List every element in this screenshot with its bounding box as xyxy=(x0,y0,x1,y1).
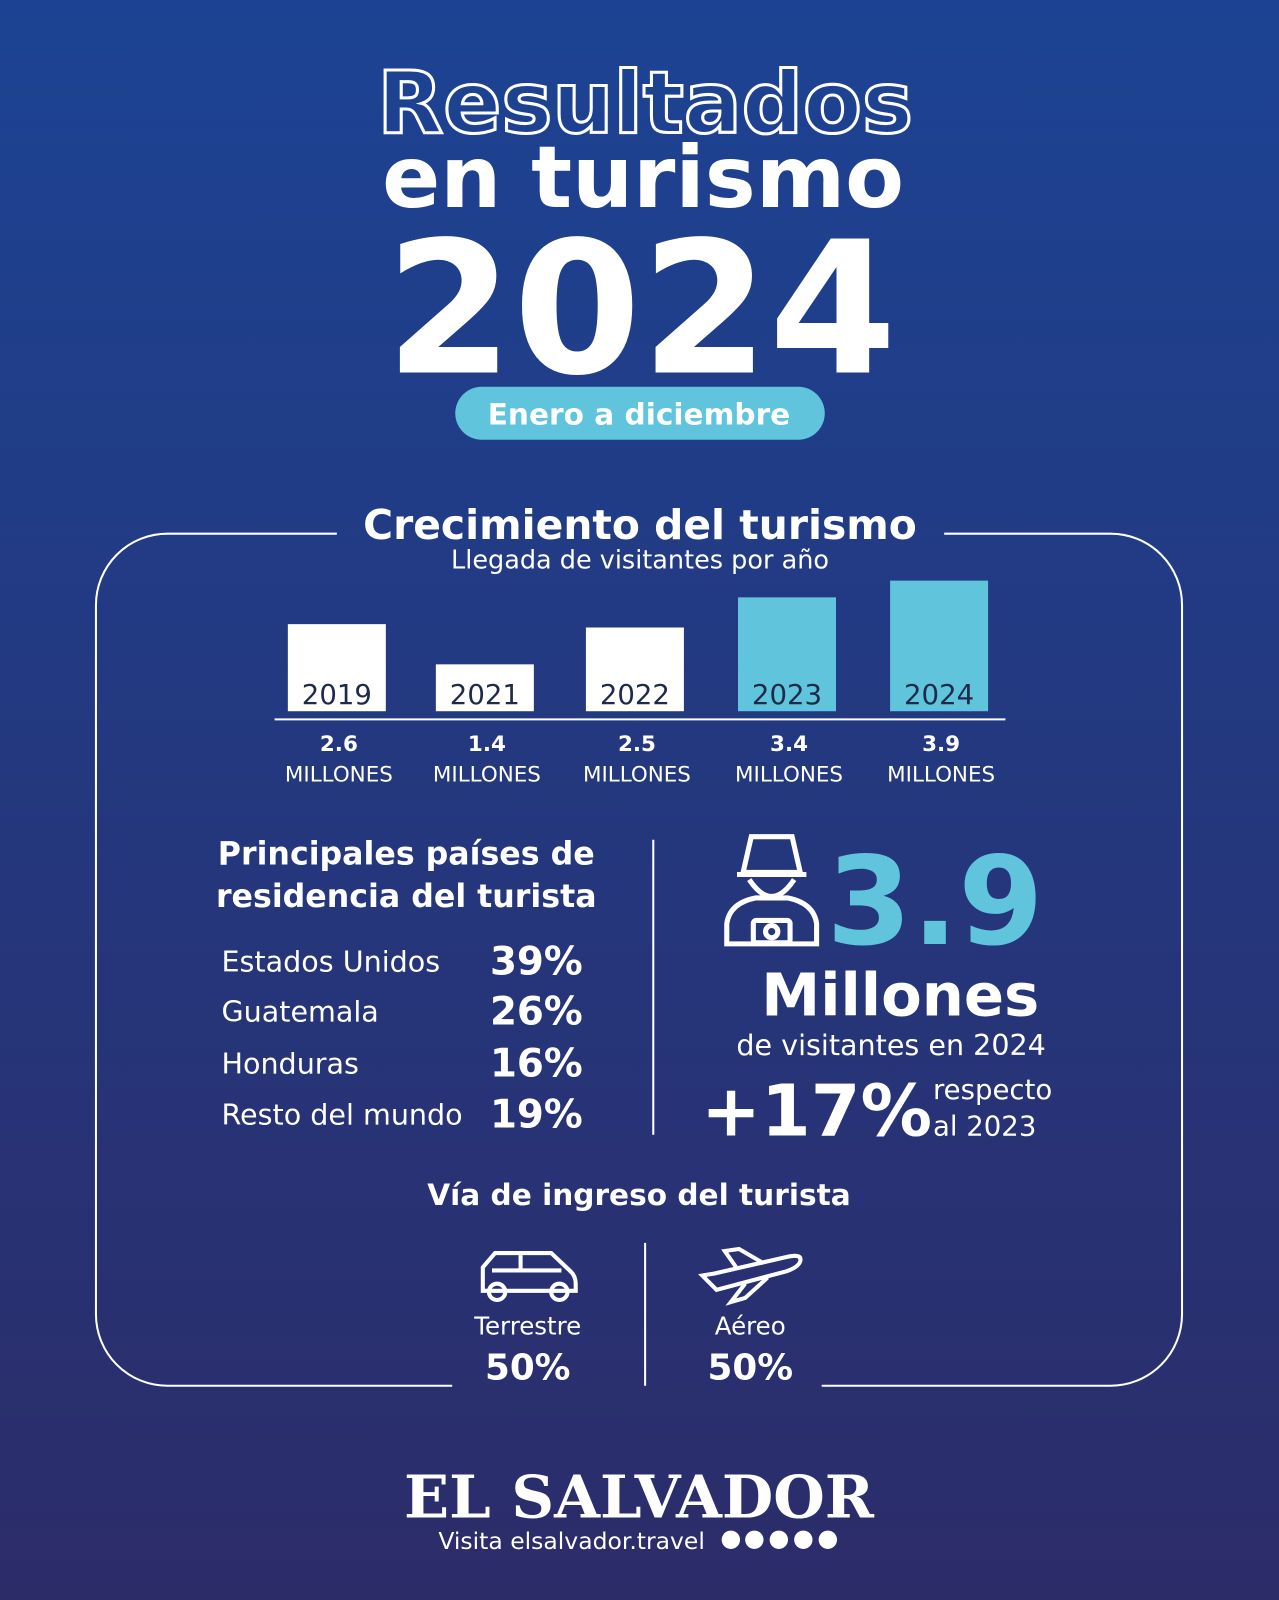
mode-share: 50% xyxy=(485,1348,571,1389)
country-share: 16% xyxy=(490,1042,583,1087)
bar xyxy=(585,627,684,712)
mode-share: 50% xyxy=(707,1348,793,1389)
bar-chart: 2019 2.6 MILLONES 2021 1.4 MILLONES 2022 2.5 MIL… xyxy=(285,580,995,788)
countries-list: Estados Unidos 39% Guatemala 26% Honduras 16%… xyxy=(222,939,583,1137)
title: en turismo xyxy=(382,128,904,228)
country-share: 19% xyxy=(490,1093,583,1138)
period: Enero a diciembre xyxy=(488,397,791,431)
car-icon xyxy=(480,1251,578,1303)
value-unit: MILLONES xyxy=(583,763,691,788)
bar-category: 2019 xyxy=(302,679,372,711)
value-label: 2.6 xyxy=(320,732,358,757)
bar-category: 2022 xyxy=(600,679,670,711)
highlight-caption: de visitantes en 2024 xyxy=(736,1028,1045,1062)
brand: EL SALVADOR xyxy=(404,1461,875,1531)
plane-icon xyxy=(698,1246,803,1306)
value-unit: MILLONES xyxy=(433,763,541,788)
bar xyxy=(890,580,989,712)
social-icons xyxy=(721,1530,838,1549)
tourist-icon xyxy=(724,834,820,947)
country-share: 39% xyxy=(490,939,583,984)
bar-category: 2023 xyxy=(752,679,822,711)
site: Visita elsalvador.travel xyxy=(438,1527,705,1555)
bar-category: 2024 xyxy=(904,679,974,711)
growth-note: al 2023 xyxy=(933,1111,1036,1143)
chart-subtitle: Llegada de visitantes por año xyxy=(451,545,829,575)
entry-title: Vía de ingreso del turista xyxy=(427,1178,850,1212)
countries-title: residencia del turista xyxy=(216,879,597,915)
mode-name: Terrestre xyxy=(473,1312,581,1341)
value-unit: MILLONES xyxy=(735,763,843,788)
country-name: Estados Unidos xyxy=(222,944,441,978)
mode-name: Aéreo xyxy=(715,1312,786,1341)
highlight-number: 3.9 xyxy=(827,830,1044,973)
bar-category: 2021 xyxy=(450,679,520,711)
bar xyxy=(738,597,836,712)
value-unit: MILLONES xyxy=(285,763,393,788)
countries-title: Principales países de xyxy=(218,836,595,872)
highlight-unit: Millones xyxy=(761,960,1039,1029)
country-name: Resto del mundo xyxy=(222,1097,463,1131)
value-label: 2.5 xyxy=(618,732,656,757)
growth-note: respecto xyxy=(933,1074,1052,1106)
country-share: 26% xyxy=(490,989,583,1034)
value-unit: MILLONES xyxy=(887,763,995,788)
year: 2024 xyxy=(385,202,896,416)
growth: +17% xyxy=(701,1070,932,1153)
chart-title: Crecimiento del turismo xyxy=(363,501,917,549)
bar xyxy=(435,664,534,712)
value-label: 3.9 xyxy=(922,732,960,757)
country-name: Honduras xyxy=(222,1046,359,1080)
value-label: 3.4 xyxy=(770,732,808,757)
country-name: Guatemala xyxy=(222,994,379,1028)
period-pill xyxy=(455,386,825,440)
frame xyxy=(94,532,1184,1387)
value-label: 1.4 xyxy=(468,732,506,757)
bar xyxy=(287,624,386,712)
title-outline: Resultados xyxy=(377,54,913,154)
